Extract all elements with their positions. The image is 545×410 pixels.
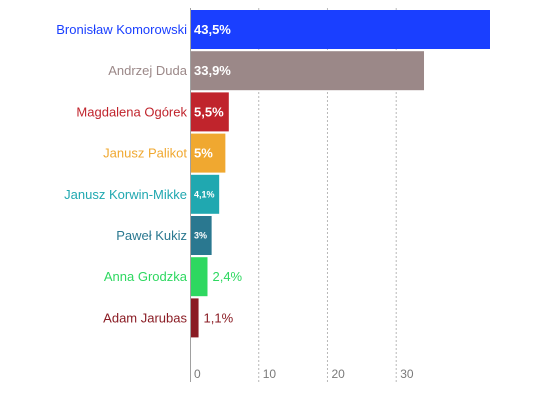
value-label: 2,4% bbox=[212, 269, 242, 284]
x-tick-label: 20 bbox=[331, 367, 345, 381]
category-labels: Bronisław Komorowski Andrzej Duda Magdalen… bbox=[56, 22, 188, 325]
category-label: Adam Jarubas bbox=[103, 310, 187, 325]
x-tick-label: 30 bbox=[400, 367, 414, 381]
x-tick-label: 0 bbox=[194, 367, 201, 381]
bar bbox=[191, 51, 425, 91]
bar bbox=[191, 10, 490, 49]
value-label: 43,5% bbox=[194, 22, 231, 37]
category-label: Bronisław Komorowski bbox=[56, 22, 187, 37]
bar bbox=[191, 298, 199, 338]
value-label: 33,9% bbox=[194, 63, 231, 78]
bar bbox=[191, 133, 226, 173]
category-label: Magdalena Ogórek bbox=[76, 104, 187, 119]
value-label: 4,1% bbox=[194, 189, 215, 199]
category-label: Anna Grodzka bbox=[104, 269, 188, 284]
bar bbox=[191, 174, 220, 214]
value-label: 5,5% bbox=[194, 104, 224, 119]
category-label: Paweł Kukiz bbox=[116, 228, 187, 243]
bar bbox=[191, 257, 208, 297]
x-tick-label: 10 bbox=[263, 367, 277, 381]
value-label: 5% bbox=[194, 146, 213, 161]
value-labels: 43,5% 33,9% 5,5% 5% 4,1% 3% 2,4% 1,1% bbox=[194, 22, 243, 325]
value-label: 1,1% bbox=[204, 310, 234, 325]
bars bbox=[191, 10, 490, 338]
category-label: Janusz Palikot bbox=[103, 146, 187, 161]
category-label: Andrzej Duda bbox=[108, 63, 188, 78]
category-label: Janusz Korwin-Mikke bbox=[64, 187, 187, 202]
bar bbox=[191, 216, 212, 255]
grid-lines bbox=[190, 8, 397, 382]
x-axis-ticks: 0 10 20 30 bbox=[194, 367, 414, 381]
bar bbox=[191, 92, 229, 132]
value-label: 3% bbox=[194, 231, 207, 241]
